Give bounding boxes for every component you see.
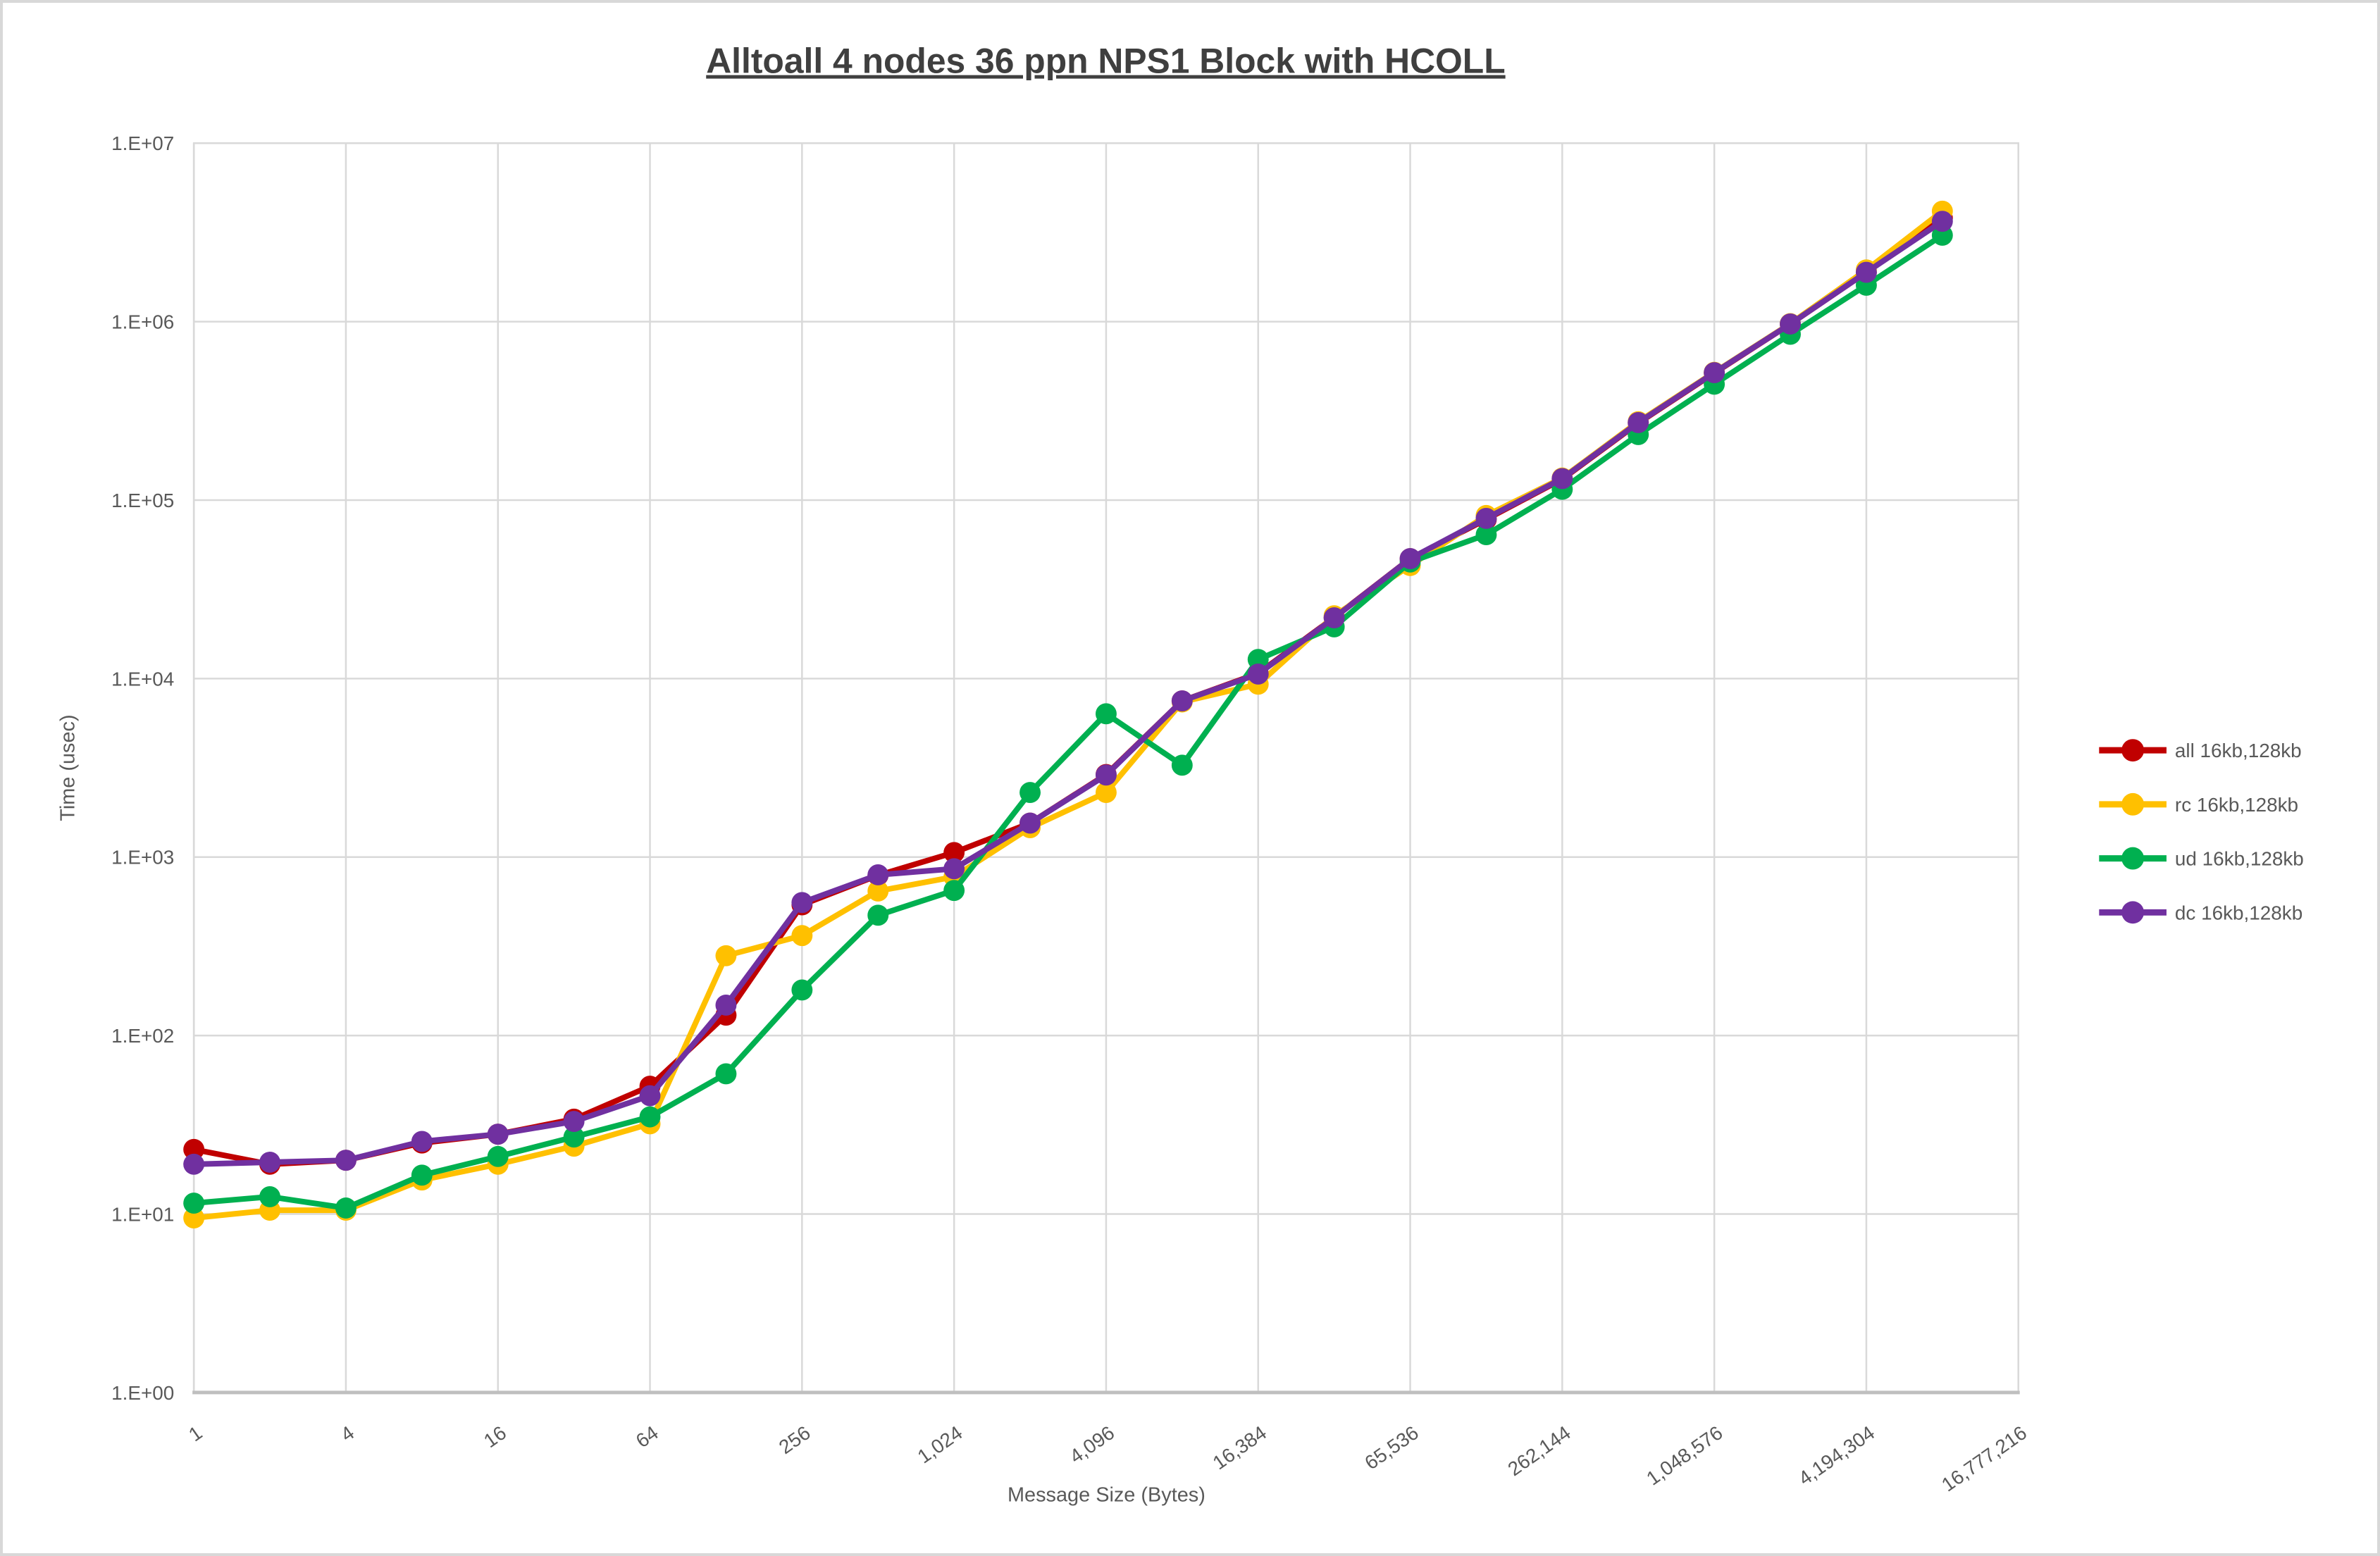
x-tick-label: 4,194,304 bbox=[1795, 1421, 1878, 1490]
y-tick-label: 1.E+00 bbox=[111, 1382, 174, 1404]
series-marker-ud bbox=[1171, 754, 1193, 776]
series-marker-ud bbox=[867, 904, 889, 926]
series-line-ud bbox=[193, 232, 1945, 1211]
chart-title: Alltoall 4 nodes 36 ppn NPS1 Block with … bbox=[706, 42, 1505, 81]
chart: 1.E+00 1.E+01 1.E+02 1.E+03 1.E+04 1.E+05 1.E+… bbox=[57, 42, 2304, 1507]
series-marker-ud bbox=[487, 1145, 509, 1167]
series-marker-dc bbox=[1247, 664, 1269, 685]
series-marker-rc bbox=[867, 880, 889, 902]
y-axis-title: Time (usec) bbox=[57, 714, 80, 821]
series-marker-ud bbox=[563, 1126, 585, 1148]
series-marker-ud bbox=[1095, 703, 1117, 725]
gridlines-layer bbox=[192, 142, 2020, 1395]
series-marker-ud bbox=[411, 1164, 433, 1186]
series-marker-dc bbox=[1855, 261, 1877, 283]
series-layer bbox=[183, 200, 1953, 1229]
series-marker-dc bbox=[1931, 211, 1953, 232]
series-marker-dc bbox=[943, 858, 965, 880]
series-marker-rc bbox=[183, 1207, 205, 1229]
series-marker-ud bbox=[943, 880, 965, 902]
series-marker-ud bbox=[715, 1063, 737, 1085]
legend-marker bbox=[2121, 901, 2145, 924]
y-tick-label: 1.E+04 bbox=[111, 668, 174, 690]
x-tick-label: 64 bbox=[632, 1421, 662, 1452]
series-marker-all bbox=[183, 1138, 205, 1160]
series-marker-dc bbox=[1399, 548, 1421, 570]
series-marker-dc bbox=[791, 892, 813, 914]
series-marker-dc bbox=[563, 1111, 585, 1133]
series-marker-dc bbox=[639, 1085, 661, 1107]
series-marker-ud bbox=[791, 979, 813, 1001]
series-marker-dc bbox=[411, 1131, 433, 1152]
series-marker-dc bbox=[259, 1152, 280, 1173]
series-marker-all bbox=[943, 842, 965, 864]
series-marker-dc bbox=[1780, 313, 1801, 335]
series-marker-dc bbox=[867, 864, 889, 885]
series-marker-dc bbox=[715, 995, 737, 1016]
x-tick-label: 16 bbox=[480, 1421, 510, 1452]
x-tick-label: 4,096 bbox=[1065, 1421, 1118, 1467]
series-line-rc bbox=[193, 208, 1945, 1221]
x-tick-label: 1,024 bbox=[914, 1421, 967, 1467]
series-marker-ud bbox=[1475, 524, 1497, 546]
y-tick-label: 1.E+05 bbox=[111, 490, 174, 511]
series-marker-ud bbox=[1019, 782, 1041, 804]
series-marker-rc bbox=[1095, 782, 1117, 804]
series-line-all bbox=[193, 216, 1945, 1167]
series-marker-dc bbox=[1171, 690, 1193, 711]
legend-item-label: dc 16kb,128kb bbox=[2175, 902, 2302, 923]
y-tick-label: 1.E+03 bbox=[111, 847, 174, 869]
legend-marker bbox=[2121, 847, 2145, 870]
x-axis-title: Message Size (Bytes) bbox=[1008, 1483, 1206, 1506]
series-marker-ud bbox=[259, 1185, 280, 1207]
x-tick-label: 16,384 bbox=[1208, 1421, 1270, 1474]
x-tick-label: 16,777,216 bbox=[1938, 1421, 2031, 1495]
series-marker-dc bbox=[1095, 764, 1117, 786]
series-marker-dc bbox=[1475, 507, 1497, 529]
legend-marker bbox=[2121, 739, 2145, 762]
series-marker-dc bbox=[183, 1153, 205, 1175]
x-tick-label: 1 bbox=[185, 1421, 206, 1445]
series-marker-dc bbox=[1628, 411, 1649, 433]
legend-item-label: rc 16kb,128kb bbox=[2175, 794, 2298, 816]
x-tick-label: 262,144 bbox=[1504, 1421, 1574, 1480]
legend-marker bbox=[2121, 792, 2145, 816]
series-marker-dc bbox=[1019, 812, 1041, 834]
legend: all 16kb,128kb rc 16kb,128kb ud 16kb,128kb… bbox=[2099, 739, 2304, 924]
y-tick-label: 1.E+02 bbox=[111, 1025, 174, 1047]
x-tick-label: 256 bbox=[775, 1421, 814, 1458]
legend-item-label: ud 16kb,128kb bbox=[2175, 848, 2304, 870]
series-marker-dc bbox=[335, 1150, 357, 1171]
series-marker-dc bbox=[1323, 607, 1345, 629]
series-marker-ud bbox=[1247, 649, 1269, 671]
series-marker-rc bbox=[791, 925, 813, 947]
series-marker-ud bbox=[335, 1197, 357, 1219]
series-marker-rc bbox=[715, 945, 737, 966]
y-tick-label: 1.E+01 bbox=[111, 1203, 174, 1225]
y-tick-label: 1.E+06 bbox=[111, 311, 174, 333]
axis-labels-layer: 1.E+00 1.E+01 1.E+02 1.E+03 1.E+04 1.E+05 1.E+… bbox=[111, 132, 2031, 1495]
series-line-dc bbox=[194, 218, 1945, 1167]
series-marker-dc bbox=[1551, 468, 1573, 490]
series-marker-ud bbox=[183, 1193, 205, 1214]
series-marker-dc bbox=[487, 1124, 509, 1145]
x-tick-label: 1,048,576 bbox=[1642, 1421, 1726, 1490]
legend-item-label: all 16kb,128kb bbox=[2175, 740, 2302, 761]
x-tick-label: 4 bbox=[337, 1421, 358, 1445]
y-tick-label: 1.E+07 bbox=[111, 132, 174, 154]
series-marker-ud bbox=[639, 1106, 661, 1128]
x-tick-label: 65,536 bbox=[1361, 1421, 1423, 1474]
series-marker-dc bbox=[1704, 362, 1725, 383]
